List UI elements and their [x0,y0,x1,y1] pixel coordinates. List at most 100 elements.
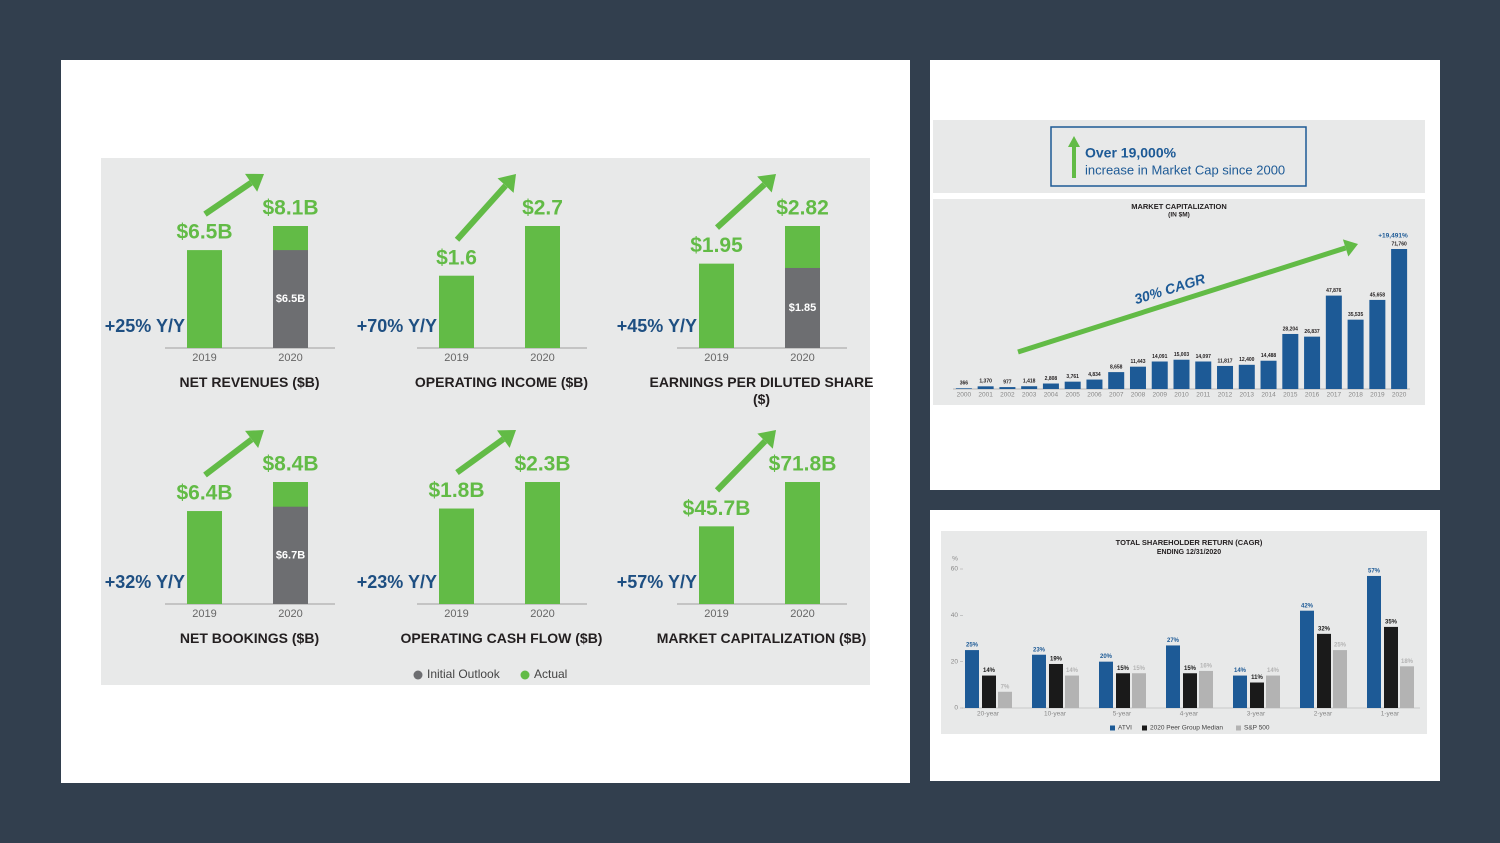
metrics-area [101,158,870,685]
outlook-bar [273,250,308,348]
title-box: NET REVENUES ($B) [179,374,319,390]
x-tick-label: 2019 [192,352,216,364]
trend-arrow-shaft [714,439,768,493]
chart-title: OPERATING INCOME ($B) [414,374,589,390]
value-label: 366 [960,381,969,387]
x-tick-label: 2001 [978,392,993,399]
trend-arrow-shaft [455,436,506,475]
growth-label: +57% Y/Y [617,572,697,592]
value-label: 35% [1385,619,1398,625]
trend-arrow-head [497,430,516,448]
bar [1304,336,1321,389]
bar [1064,381,1081,389]
x-tick-label: 2020 [790,352,814,364]
bar [1266,675,1280,708]
growth-label: +70% Y/Y [357,316,437,336]
bar [1195,361,1212,389]
chart-title: MARKET CAPITALIZATION [1131,202,1227,211]
legend-label: 2020 Peer Group Median [1150,725,1223,732]
chart-title: TOTAL SHAREHOLDER RETURN (CAGR) [1116,538,1263,547]
value-label: $2.82 [776,197,829,220]
chart-title: NET BOOKINGS ($B) [179,630,320,646]
legend-swatch [1110,725,1115,731]
value-label: 4,834 [1088,372,1101,378]
value-label: $71.8B [769,453,837,476]
value-label: 42% [1301,603,1314,609]
bar [999,387,1016,389]
title-box: EARNINGS PER DILUTED SHARE ($) [649,374,873,407]
title-box: OPERATING INCOME ($B) [414,374,589,390]
x-tick-label: 3-year [1247,711,1266,718]
x-tick-label: 2020 [790,608,814,620]
legend-swatch [1142,725,1147,731]
value-label: 14% [1066,668,1079,674]
x-tick-label: 2004 [1044,392,1059,399]
x-tick-label: 4-year [1180,711,1199,718]
chart-subtitle: (IN $M) [1168,212,1190,219]
bar [525,482,560,604]
bar [1042,383,1059,389]
y-tick-label: 40 [951,612,959,619]
bar [1173,359,1190,389]
bar [187,511,222,604]
trend-arrow-head [245,430,264,449]
trend-arrow-head [497,174,516,193]
x-tick-label: 2-year [1314,711,1333,718]
outlook-label: $1.85 [789,302,817,314]
growth-label: +32% Y/Y [105,572,185,592]
value-label: $6.4B [176,482,232,505]
x-tick-label: 2013 [1240,392,1255,399]
bar [998,691,1012,708]
value-label: $8.4B [262,453,318,476]
y-tick-label: 0 [954,705,958,712]
value-label: 3,761 [1066,374,1079,380]
legend-label: ATVI [1118,725,1132,732]
x-tick-label: 2019 [704,352,728,364]
x-tick-label: 2015 [1283,392,1298,399]
bar [1300,610,1314,708]
value-label: 25% [1334,643,1347,649]
bar [1238,364,1255,389]
value-label: 25% [966,643,979,649]
value-label: 28,204 [1283,326,1299,332]
value-label: 47,876 [1326,288,1342,294]
value-label: $2.3B [514,453,570,476]
bar [439,508,474,604]
legend-label: Initial Outlook [427,667,501,681]
chart-subtitle: ENDING 12/31/2020 [1157,549,1221,556]
callout-strip [933,120,1425,193]
value-label: 27% [1167,638,1180,644]
outlook-label: $6.5B [276,293,305,305]
value-label: 15,003 [1174,352,1190,358]
value-label: 8,658 [1110,364,1123,370]
total-growth-label: +19,491% [1378,233,1408,240]
x-tick-label: 2020 [530,608,554,620]
bar [1132,673,1146,708]
value-label: $8.1B [262,197,318,220]
bar [1367,575,1381,708]
x-tick-label: 2003 [1022,392,1037,399]
value-label: $1.8B [428,479,484,502]
bar [699,526,734,604]
bar [1282,333,1299,389]
value-label: $45.7B [683,497,751,520]
bar [1199,670,1213,708]
legend-swatch [520,670,530,680]
value-label: 11,817 [1218,358,1233,364]
trend-arrow-head [757,174,776,193]
y-axis-label: % [952,556,958,563]
value-label: $6.5B [176,221,232,244]
value-label: 7% [1001,684,1010,690]
title-box: MARKET CAPITALIZATION ($B) [657,630,866,646]
value-label: 18% [1401,659,1414,665]
value-label: $1.6 [436,246,477,269]
legend-swatch [413,670,423,680]
bar [1116,673,1130,708]
bar [1217,365,1234,389]
x-tick-label: 2018 [1348,392,1363,399]
trend-arrow-head [245,173,264,192]
legend-swatch [1236,725,1241,731]
value-label: 14,091 [1152,354,1168,360]
trend-arrow-head [1342,239,1358,257]
